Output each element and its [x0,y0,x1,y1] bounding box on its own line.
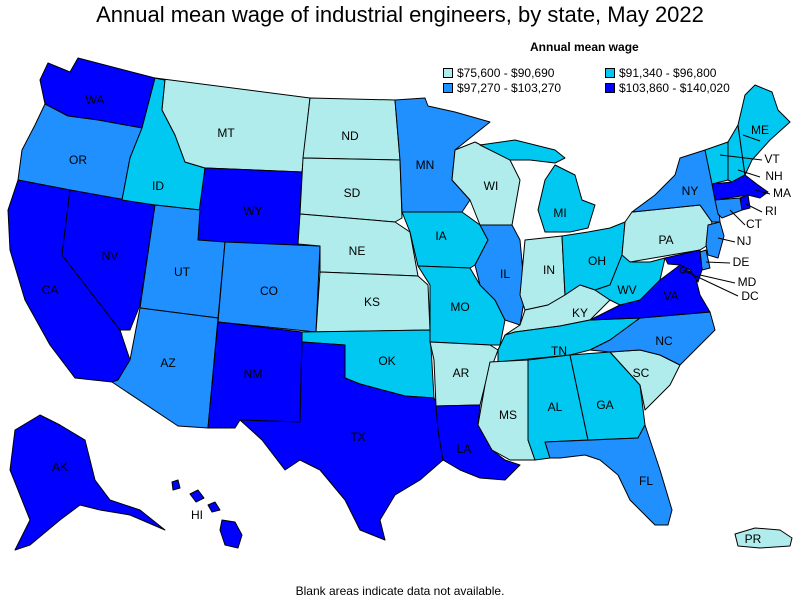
state-label-IL: IL [500,267,510,281]
state-label-NJ: NJ [737,234,752,248]
state-label-NM: NM [244,367,263,381]
state-KS[interactable] [315,271,431,333]
state-label-HI: HI [191,508,203,522]
state-label-RI: RI [765,204,777,218]
state-PR[interactable] [734,527,793,549]
state-label-PA: PA [658,233,673,247]
state-label-NV: NV [102,249,119,263]
state-label-GA: GA [596,398,613,412]
state-label-SD: SD [344,186,361,200]
state-CT[interactable] [714,197,743,219]
state-SD[interactable] [299,157,403,223]
state-label-ID: ID [152,179,164,193]
state-label-VA: VA [663,289,678,303]
legend-item-bin-3: $103,860 - $140,020 [605,81,730,95]
state-label-LA: LA [457,442,472,456]
state-FL[interactable] [544,424,673,526]
state-HI[interactable] [171,479,243,549]
state-TX[interactable] [239,341,444,541]
legend-label-bin-3: $103,860 - $140,020 [619,81,730,95]
state-label-KY: KY [572,306,588,320]
state-label-MO: MO [450,300,469,314]
state-ME[interactable] [737,84,791,176]
state-label-DE: DE [733,255,750,269]
state-label-WI: WI [484,179,499,193]
map-title: Annual mean wage of industrial engineers… [96,2,704,27]
state-MI[interactable] [479,139,596,233]
data-availability-note: Blank areas indicate data not available. [295,584,505,598]
state-label-NH: NH [765,169,782,183]
state-NJ[interactable] [705,221,725,259]
state-MD[interactable] [664,249,703,283]
legend-swatch-bin-0 [443,68,453,78]
state-label-AL: AL [548,400,563,414]
state-label-MA: MA [773,186,791,200]
state-label-AK: AK [52,460,68,474]
state-label-KS: KS [364,295,380,309]
state-label-TN: TN [551,344,567,358]
state-label-DC: DC [741,289,759,303]
state-label-MS: MS [499,408,517,422]
state-label-NY: NY [682,184,699,198]
state-label-AZ: AZ [160,356,175,370]
legend-swatch-bin-3 [605,83,615,93]
state-label-ND: ND [341,129,359,143]
state-label-CA: CA [42,283,59,297]
state-label-UT: UT [174,265,191,279]
state-label-IN: IN [543,263,555,277]
state-label-WA: WA [86,93,105,107]
state-label-SC: SC [633,366,650,380]
state-label-WY: WY [243,204,262,218]
state-NC[interactable] [589,311,716,366]
state-label-TX: TX [350,430,365,444]
legend-swatch-bin-1 [605,68,615,78]
state-label-CO: CO [260,284,278,298]
legend-title: Annual mean wage [530,40,639,54]
state-label-CT: CT [746,217,763,231]
state-label-FL: FL [639,474,653,488]
state-label-NE: NE [349,244,366,258]
state-label-OH: OH [588,254,606,268]
state-label-OR: OR [69,153,87,167]
legend-label-bin-0: $75,600 - $90,690 [457,66,555,80]
state-IL[interactable] [474,224,526,326]
state-label-MN: MN [416,158,435,172]
state-label-OK: OK [378,354,395,368]
state-AK[interactable] [9,414,166,551]
legend-item-bin-1: $91,340 - $96,800 [605,66,716,80]
legend-swatch-bin-2 [443,83,453,93]
state-label-MT: MT [217,126,235,140]
legend-label-bin-1: $91,340 - $96,800 [619,66,717,80]
state-label-IA: IA [435,229,446,243]
state-label-NC: NC [655,334,673,348]
legend-label-bin-2: $97,270 - $103,270 [457,81,562,95]
legend-item-bin-2: $97,270 - $103,270 [443,81,561,95]
state-label-WV: WV [617,283,636,297]
state-label-ME: ME [751,123,769,137]
state-label-PR: PR [745,532,762,546]
state-label-AR: AR [453,366,470,380]
state-label-VT: VT [764,152,780,166]
state-label-MD: MD [738,275,757,289]
legend-item-bin-0: $75,600 - $90,690 [443,66,554,80]
state-MO[interactable] [417,265,506,346]
state-label-MI: MI [553,206,566,220]
state-MA[interactable] [711,174,769,201]
state-AR[interactable] [429,341,499,407]
label-leader-lines [682,134,771,297]
